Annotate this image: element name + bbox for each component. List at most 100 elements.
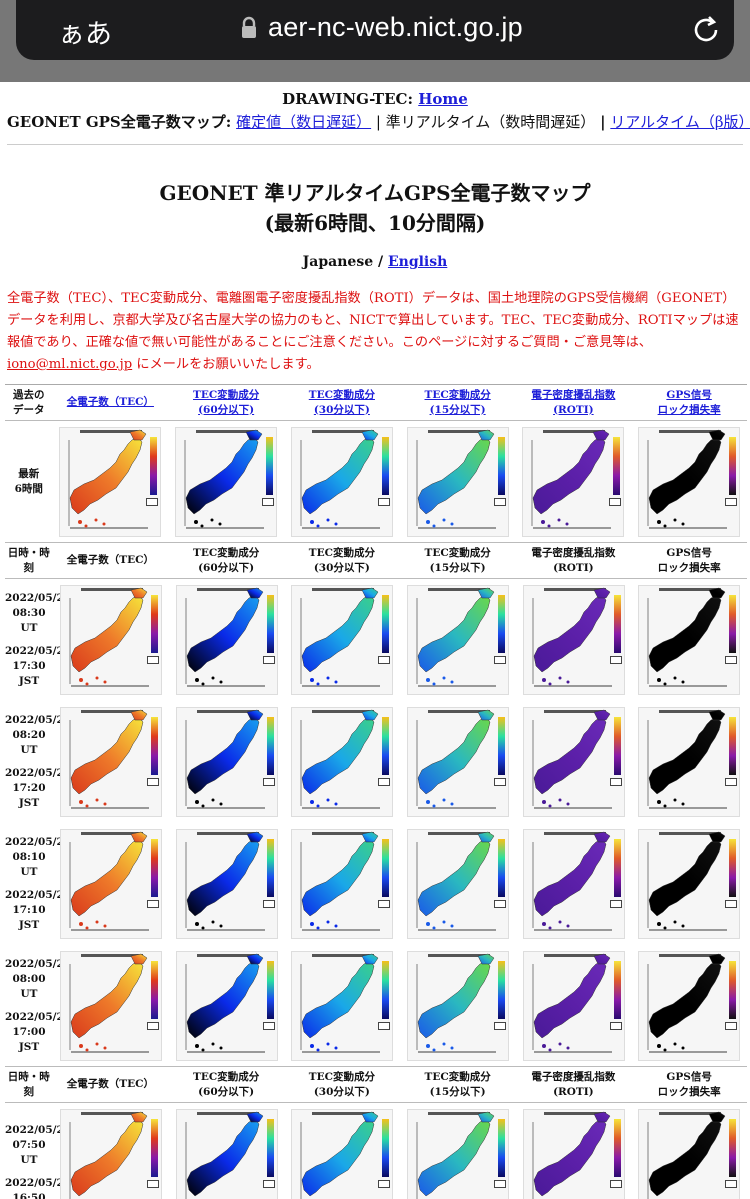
- map-cell[interactable]: [284, 706, 400, 818]
- latest-row: 最新 6時間: [5, 421, 747, 543]
- map-cell[interactable]: [631, 950, 747, 1062]
- var60-map[interactable]: [175, 950, 278, 1061]
- var60-map[interactable]: [175, 829, 278, 939]
- map-cell[interactable]: [169, 950, 285, 1062]
- email-link[interactable]: iono@ml.nict.go.jp: [7, 357, 133, 372]
- map-cell[interactable]: [168, 426, 284, 538]
- col-link-var15[interactable]: TEC変動成分 (15分以下): [424, 388, 491, 416]
- roti-map[interactable]: [522, 1109, 625, 1199]
- var30-map[interactable]: [291, 829, 394, 939]
- map-cell[interactable]: [169, 584, 285, 696]
- map-cell[interactable]: [169, 828, 285, 940]
- map-cell[interactable]: [53, 950, 169, 1062]
- var60-map[interactable]: [175, 585, 278, 695]
- tec-map[interactable]: [59, 1109, 162, 1199]
- url-text[interactable]: aer-nc-web.nict.go.jp: [268, 12, 523, 42]
- tec-map[interactable]: [59, 426, 162, 537]
- col-link-var60[interactable]: TEC変動成分 (60分以下): [193, 388, 260, 416]
- sub-col-tec: 全電子数（TEC）: [66, 554, 154, 566]
- var30-map[interactable]: [291, 950, 394, 1061]
- map-cell[interactable]: [516, 584, 632, 696]
- map-cell[interactable]: [400, 426, 516, 538]
- col-link-tec[interactable]: 全電子数（TEC）: [66, 396, 154, 408]
- tec-map-table: 過去の データ 全電子数（TEC） TEC変動成分 (60分以下) TEC変動成…: [5, 384, 747, 1199]
- roti-map[interactable]: [522, 950, 625, 1061]
- var30-map[interactable]: [291, 585, 394, 695]
- map-cell[interactable]: [53, 584, 169, 696]
- lock-map[interactable]: [638, 585, 741, 695]
- sub-header: 日時・時 刻 全電子数（TEC） TEC変動成分 (60分以下) TEC変動成分…: [5, 543, 747, 579]
- tec-map[interactable]: [59, 707, 162, 817]
- home-link[interactable]: Home: [418, 90, 468, 108]
- var60-map[interactable]: [175, 707, 278, 817]
- map-cell[interactable]: [516, 1108, 632, 1199]
- map-cell[interactable]: [400, 1108, 516, 1199]
- row-jst: 2022/05/21 17:20 JST: [5, 767, 72, 809]
- col-link-roti[interactable]: 電子密度擾乱指数 (ROTI): [531, 388, 616, 416]
- map-cell[interactable]: [284, 426, 400, 538]
- row-jst: 2022/05/21 17:30 JST: [5, 645, 72, 687]
- row-time: 2022/05/21 08:30 UT 2022/05/21 17:30 JST: [5, 591, 72, 689]
- var15-map[interactable]: [406, 829, 509, 939]
- roti-map[interactable]: [522, 829, 625, 939]
- var15-map[interactable]: [406, 585, 509, 695]
- header-datetime: 日時・時 刻: [7, 1070, 50, 1098]
- divider: [7, 144, 743, 145]
- var15-map[interactable]: [406, 1109, 509, 1199]
- lock-map[interactable]: [638, 1109, 741, 1199]
- var30-map[interactable]: [291, 707, 394, 817]
- var30-map[interactable]: [290, 426, 393, 537]
- text-size-button[interactable]: ぁあ: [58, 19, 112, 50]
- var15-map[interactable]: [406, 707, 509, 817]
- map-cell[interactable]: [284, 584, 400, 696]
- map-cell[interactable]: [631, 584, 747, 696]
- language-switch: Japanese / English: [0, 254, 750, 270]
- reload-icon[interactable]: [688, 12, 724, 48]
- map-cell[interactable]: [400, 584, 516, 696]
- var30-map[interactable]: [291, 1109, 394, 1199]
- nav-realtime-link[interactable]: リアルタイム（β版）: [610, 113, 750, 131]
- map-cell[interactable]: [631, 828, 747, 940]
- map-cell[interactable]: [400, 950, 516, 1062]
- var15-map[interactable]: [406, 426, 509, 537]
- map-cell[interactable]: [53, 1108, 169, 1199]
- map-cell[interactable]: [52, 426, 168, 538]
- map-cell[interactable]: [516, 828, 632, 940]
- nav-confirmed-link[interactable]: 確定値（数日遅延）: [236, 113, 372, 131]
- lock-map[interactable]: [638, 707, 741, 817]
- map-cell[interactable]: [53, 828, 169, 940]
- map-cell[interactable]: [284, 1108, 400, 1199]
- lock-map[interactable]: [638, 426, 741, 537]
- map-cell[interactable]: [169, 706, 285, 818]
- map-cell[interactable]: [400, 828, 516, 940]
- var15-map[interactable]: [406, 950, 509, 1061]
- var60-map[interactable]: [175, 1109, 278, 1199]
- header-col-roti: 電子密度擾乱指数 (ROTI): [515, 388, 631, 418]
- sub-header: 日時・時 刻 全電子数（TEC） TEC変動成分 (60分以下) TEC変動成分…: [5, 1067, 747, 1103]
- map-cell[interactable]: [631, 706, 747, 818]
- col-link-var30[interactable]: TEC変動成分 (30分以下): [308, 388, 375, 416]
- map-cell[interactable]: [169, 1108, 285, 1199]
- map-cell[interactable]: [516, 950, 632, 1062]
- var60-map[interactable]: [175, 426, 278, 537]
- tec-map[interactable]: [59, 950, 162, 1061]
- map-cell[interactable]: [284, 828, 400, 940]
- english-link[interactable]: English: [387, 254, 448, 270]
- map-cell[interactable]: [284, 950, 400, 1062]
- roti-map[interactable]: [522, 585, 625, 695]
- map-cell[interactable]: [53, 706, 169, 818]
- tec-map[interactable]: [59, 585, 162, 695]
- map-cell[interactable]: [631, 426, 747, 538]
- col-link-lock[interactable]: GPS信号 ロック損失率: [657, 388, 721, 416]
- map-cell[interactable]: [400, 706, 516, 818]
- address-bar[interactable]: ぁあ aer-nc-web.nict.go.jp: [16, 0, 734, 60]
- roti-map[interactable]: [522, 707, 625, 817]
- map-cell[interactable]: [516, 706, 632, 818]
- tec-map[interactable]: [59, 829, 162, 939]
- map-cell[interactable]: [631, 1108, 747, 1199]
- map-cell[interactable]: [515, 426, 631, 538]
- lock-map[interactable]: [638, 950, 741, 1061]
- row-jst: 2022/05/21 16:50: [5, 1176, 72, 1199]
- roti-map[interactable]: [522, 426, 625, 537]
- lock-map[interactable]: [638, 829, 741, 939]
